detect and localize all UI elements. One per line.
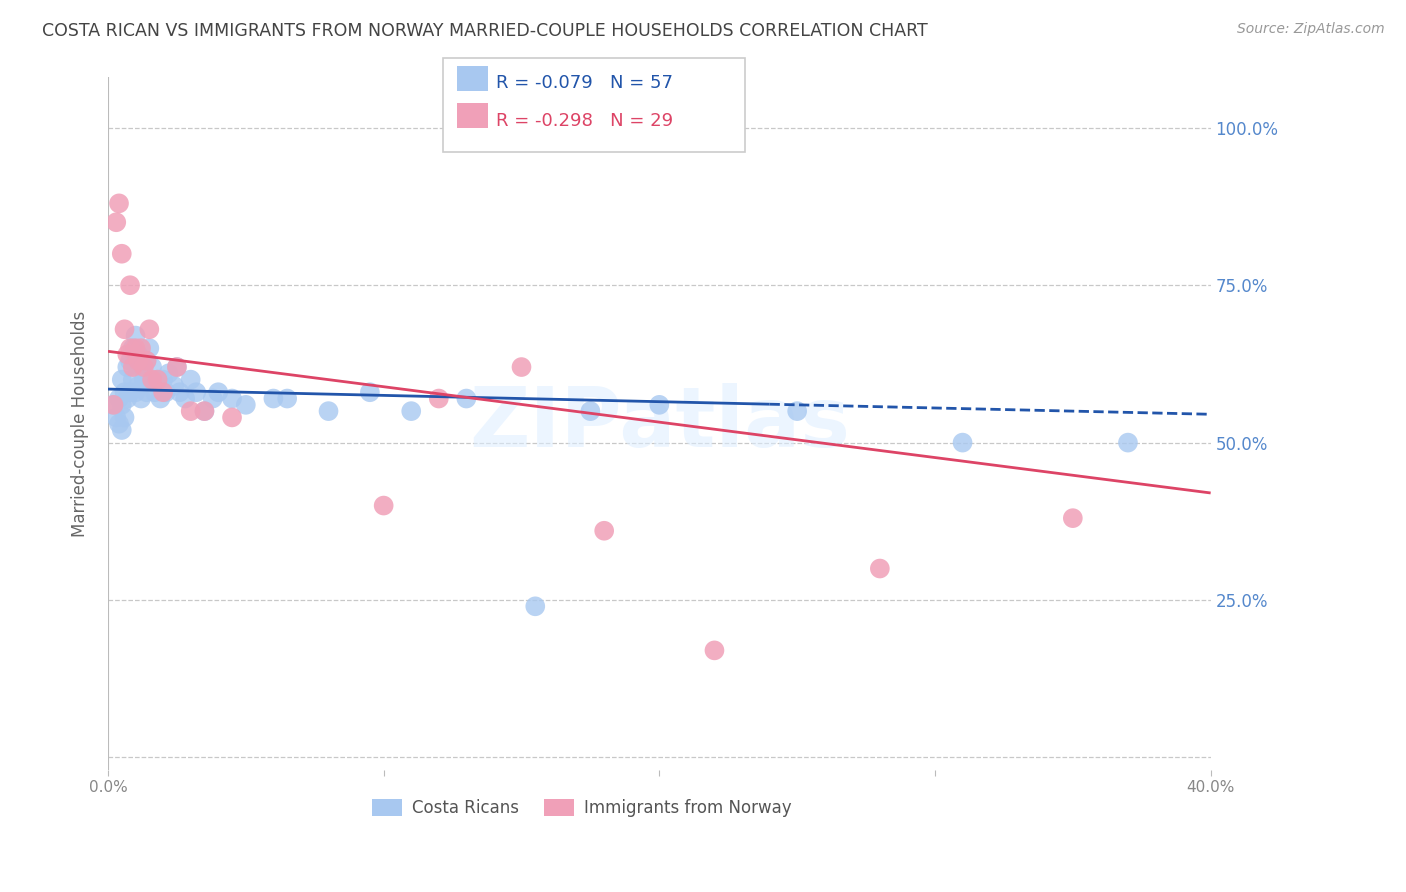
Point (105, 410, 128, 425)
Point (129, 392, 152, 406)
Point (318, 404, 340, 418)
Point (135, 353, 157, 368)
Point (135, 385, 157, 400)
Text: Source: ZipAtlas.com: Source: ZipAtlas.com (1237, 22, 1385, 37)
Point (141, 373, 163, 387)
Point (157, 367, 180, 381)
Point (1062, 511, 1084, 525)
Point (111, 398, 134, 412)
Point (510, 359, 533, 374)
Point (108, 196, 131, 211)
Point (121, 359, 143, 374)
Legend: Costa Ricans, Immigrants from Norway: Costa Ricans, Immigrants from Norway (366, 792, 799, 824)
Point (129, 359, 152, 374)
Point (121, 341, 143, 355)
Point (427, 392, 450, 406)
Point (786, 404, 808, 418)
Point (114, 385, 136, 400)
Point (235, 398, 257, 412)
Point (118, 341, 141, 355)
Point (152, 385, 174, 400)
Point (135, 353, 157, 368)
Point (103, 398, 125, 412)
Point (174, 392, 197, 406)
Point (118, 278, 141, 293)
Point (221, 392, 243, 406)
Point (373, 499, 395, 513)
Point (117, 359, 139, 374)
Point (207, 385, 229, 400)
Text: ZIPatlas: ZIPatlas (468, 384, 849, 464)
Point (193, 404, 215, 418)
Point (180, 404, 202, 418)
Point (149, 392, 172, 406)
Point (456, 392, 478, 406)
Point (276, 392, 298, 406)
Point (399, 404, 422, 418)
Point (579, 404, 602, 418)
Point (163, 379, 186, 393)
Text: R = -0.079   N = 57: R = -0.079 N = 57 (496, 74, 673, 92)
Point (108, 392, 131, 406)
Point (201, 392, 224, 406)
Point (166, 359, 188, 374)
Point (524, 599, 547, 614)
Point (132, 373, 155, 387)
Point (117, 347, 139, 361)
Point (121, 373, 143, 387)
Point (129, 341, 152, 355)
Point (118, 353, 141, 368)
Point (869, 561, 891, 575)
Point (193, 404, 215, 418)
Text: COSTA RICAN VS IMMIGRANTS FROM NORWAY MARRIED-COUPLE HOUSEHOLDS CORRELATION CHAR: COSTA RICAN VS IMMIGRANTS FROM NORWAY MA… (42, 22, 928, 40)
Y-axis label: Married-couple Households: Married-couple Households (72, 310, 89, 537)
Point (108, 417, 131, 431)
Point (166, 359, 188, 374)
Point (359, 385, 381, 400)
Point (118, 385, 141, 400)
Point (152, 373, 174, 387)
Point (186, 385, 208, 400)
Point (952, 435, 974, 450)
Point (593, 524, 616, 538)
Point (111, 423, 134, 437)
Point (648, 398, 671, 412)
Point (146, 373, 169, 387)
Point (124, 341, 146, 355)
Point (127, 379, 149, 393)
Point (103, 398, 125, 412)
Point (141, 359, 163, 374)
Point (143, 385, 166, 400)
Point (124, 385, 146, 400)
Point (155, 385, 177, 400)
Point (111, 246, 134, 260)
Point (111, 373, 134, 387)
Point (169, 385, 191, 400)
Point (180, 373, 202, 387)
Point (1116, 435, 1139, 450)
Point (124, 328, 146, 343)
Point (262, 392, 284, 406)
Point (127, 353, 149, 368)
Point (221, 410, 243, 425)
Point (703, 643, 725, 657)
Point (114, 322, 136, 336)
Point (138, 373, 160, 387)
Point (105, 215, 128, 229)
Point (138, 322, 160, 336)
Point (114, 410, 136, 425)
Point (138, 341, 160, 355)
Point (146, 373, 169, 387)
Point (127, 347, 149, 361)
Point (132, 359, 155, 374)
Text: R = -0.298   N = 29: R = -0.298 N = 29 (496, 112, 673, 129)
Point (117, 392, 139, 406)
Point (124, 353, 146, 368)
